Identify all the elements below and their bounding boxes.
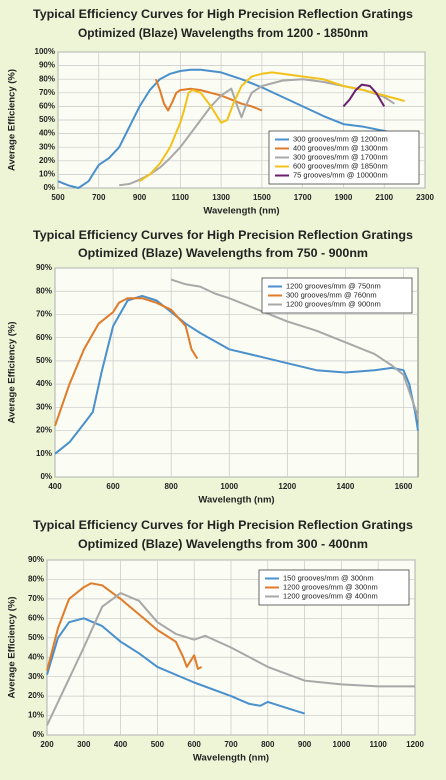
y-tick-label: 90% xyxy=(36,263,52,272)
x-tick-label: 1500 xyxy=(253,193,271,202)
legend-label: 400 grooves/mm @ 1300nm xyxy=(293,143,388,152)
y-tick-label: 80% xyxy=(39,74,55,83)
x-tick-label: 700 xyxy=(92,193,106,202)
y-tick-label: 60% xyxy=(28,613,44,622)
legend-label: 1200 grooves/mm @ 900nm xyxy=(286,299,381,308)
y-tick-label: 40% xyxy=(39,129,55,138)
line xyxy=(342,83,386,108)
y-tick-label: 20% xyxy=(36,426,52,435)
x-tick-label: 200 xyxy=(40,740,54,749)
y-tick-label: 50% xyxy=(28,633,44,642)
x-tick-label: 2300 xyxy=(416,193,434,202)
x-axis-label: Wavelength (nm) xyxy=(198,495,274,506)
x-tick-label: 2100 xyxy=(375,193,393,202)
legend-label: 300 grooves/mm @ 1200nm xyxy=(293,134,388,143)
x-tick-label: 800 xyxy=(261,740,275,749)
x-tick-label: 900 xyxy=(298,740,312,749)
y-tick-label: 0% xyxy=(32,730,44,739)
x-tick-label: 700 xyxy=(224,740,238,749)
y-axis-label: Average Efficiency (%) xyxy=(7,69,18,171)
x-tick-label: 1200 xyxy=(278,482,296,491)
x-tick-label: 1200 xyxy=(406,740,424,749)
legend-box xyxy=(268,130,420,185)
legend-label: 300 grooves/mm @ 760nm xyxy=(286,290,377,299)
x-axis-label: Wavelength (nm) xyxy=(203,206,279,217)
x-tick-label: 1000 xyxy=(220,482,238,491)
y-axis-label: Average Efficiency (%) xyxy=(7,596,18,698)
y-tick-label: 80% xyxy=(36,286,52,295)
y-tick-label: 60% xyxy=(39,102,55,111)
chart-subtitle: Optimized (Blaze) Wavelengths from 750 -… xyxy=(78,246,368,260)
legend-label: 150 grooves/mm @ 300nm xyxy=(283,573,374,582)
x-tick-label: 1300 xyxy=(212,193,230,202)
x-tick-label: 400 xyxy=(48,482,62,491)
y-tick-label: 60% xyxy=(36,333,52,342)
line xyxy=(46,617,305,715)
y-tick-label: 30% xyxy=(36,402,52,411)
chart-title: Typical Efficiency Curves for High Preci… xyxy=(33,518,413,532)
y-tick-label: 30% xyxy=(28,672,44,681)
y-tick-label: 100% xyxy=(35,47,55,56)
y-tick-label: 30% xyxy=(39,142,55,151)
y-tick-label: 70% xyxy=(28,594,44,603)
line xyxy=(46,582,203,672)
y-tick-label: 10% xyxy=(28,711,44,720)
legend-label: 1200 grooves/mm @ 300nm xyxy=(283,582,378,591)
x-tick-label: 1700 xyxy=(294,193,312,202)
legend-label: 600 grooves/mm @ 1850nm xyxy=(293,161,388,170)
line xyxy=(154,78,263,112)
x-tick-label: 500 xyxy=(51,193,65,202)
x-tick-label: 1100 xyxy=(172,193,190,202)
x-tick-label: 500 xyxy=(151,740,165,749)
y-tick-label: 50% xyxy=(36,356,52,365)
line xyxy=(57,68,405,189)
chart-title: Typical Efficiency Curves for High Preci… xyxy=(33,7,413,21)
chart: Typical Efficiency Curves for High Preci… xyxy=(7,228,419,506)
line xyxy=(170,278,419,417)
y-tick-label: 0% xyxy=(40,472,52,481)
y-tick-label: 40% xyxy=(36,379,52,388)
y-tick-label: 20% xyxy=(39,156,55,165)
chart-subtitle: Optimized (Blaze) Wavelengths from 1200 … xyxy=(78,26,368,40)
y-tick-label: 70% xyxy=(36,310,52,319)
x-tick-label: 1000 xyxy=(333,740,351,749)
line xyxy=(54,297,199,427)
legend-label: 300 grooves/mm @ 1700nm xyxy=(293,152,388,161)
legend-label: 1200 grooves/mm @ 400nm xyxy=(283,591,378,600)
y-tick-label: 90% xyxy=(28,555,44,564)
y-tick-label: 50% xyxy=(39,115,55,124)
line xyxy=(139,71,405,183)
x-tick-label: 800 xyxy=(164,482,178,491)
x-tick-label: 1900 xyxy=(335,193,353,202)
y-tick-label: 0% xyxy=(43,183,55,192)
x-tick-label: 600 xyxy=(188,740,202,749)
y-tick-label: 10% xyxy=(39,170,55,179)
chart: Typical Efficiency Curves for High Preci… xyxy=(7,518,425,763)
chart-title: Typical Efficiency Curves for High Preci… xyxy=(33,228,413,242)
y-tick-label: 90% xyxy=(39,61,55,70)
y-axis-label: Average Efficiency (%) xyxy=(7,321,18,423)
x-tick-label: 300 xyxy=(77,740,91,749)
chart-subtitle: Optimized (Blaze) Wavelengths from 300 -… xyxy=(78,537,368,551)
x-tick-label: 600 xyxy=(106,482,120,491)
x-tick-label: 1600 xyxy=(395,482,413,491)
y-tick-label: 80% xyxy=(28,575,44,584)
x-tick-label: 1400 xyxy=(337,482,355,491)
line xyxy=(119,78,395,187)
legend-label: 75 grooves/mm @ 10000nm xyxy=(293,170,388,179)
x-axis-label: Wavelength (nm) xyxy=(193,753,269,764)
legend-label: 1200 grooves/mm @ 750nm xyxy=(286,281,381,290)
y-tick-label: 20% xyxy=(28,691,44,700)
x-tick-label: 400 xyxy=(114,740,128,749)
legend-box xyxy=(261,277,413,314)
line xyxy=(46,592,415,726)
x-tick-label: 1100 xyxy=(370,740,388,749)
y-tick-label: 10% xyxy=(36,449,52,458)
chart: Typical Efficiency Curves for High Preci… xyxy=(7,7,435,216)
legend-box xyxy=(258,569,410,606)
x-tick-label: 900 xyxy=(133,193,147,202)
y-tick-label: 40% xyxy=(28,652,44,661)
y-tick-label: 70% xyxy=(39,88,55,97)
